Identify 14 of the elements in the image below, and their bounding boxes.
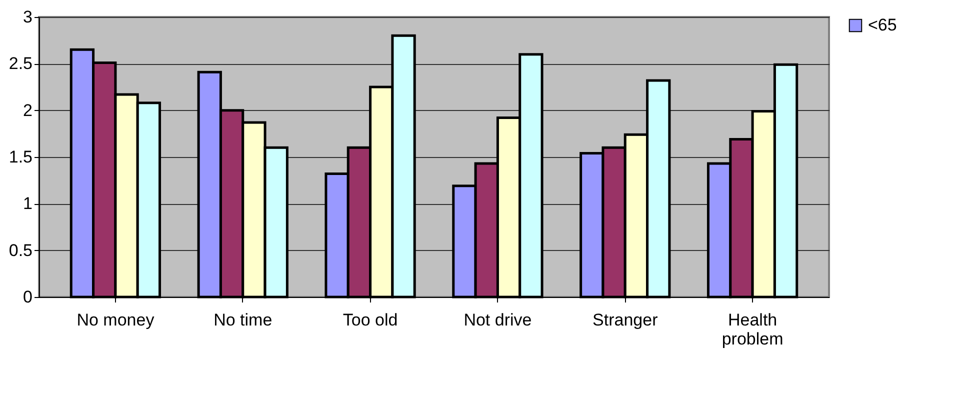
x-tick-label: Health problem — [722, 310, 784, 348]
y-tick-label: 1.5 — [8, 148, 32, 166]
legend-label: <65 — [868, 16, 897, 34]
y-tick-label: 0 — [23, 288, 32, 306]
x-tick-label: Not drive — [464, 310, 532, 330]
y-tick-label: 2 — [23, 100, 32, 120]
y-tick-label: 2.5 — [8, 54, 32, 74]
y-tick-label: 3 — [23, 8, 32, 26]
y-tick-label: 0.5 — [8, 240, 32, 260]
x-tick-label: Stranger — [592, 310, 658, 330]
x-tick-label: No time — [214, 310, 272, 330]
x-tick-label: No money — [76, 310, 155, 330]
y-tick-label: 1 — [23, 194, 32, 214]
x-tick-label: Too old — [342, 310, 398, 330]
